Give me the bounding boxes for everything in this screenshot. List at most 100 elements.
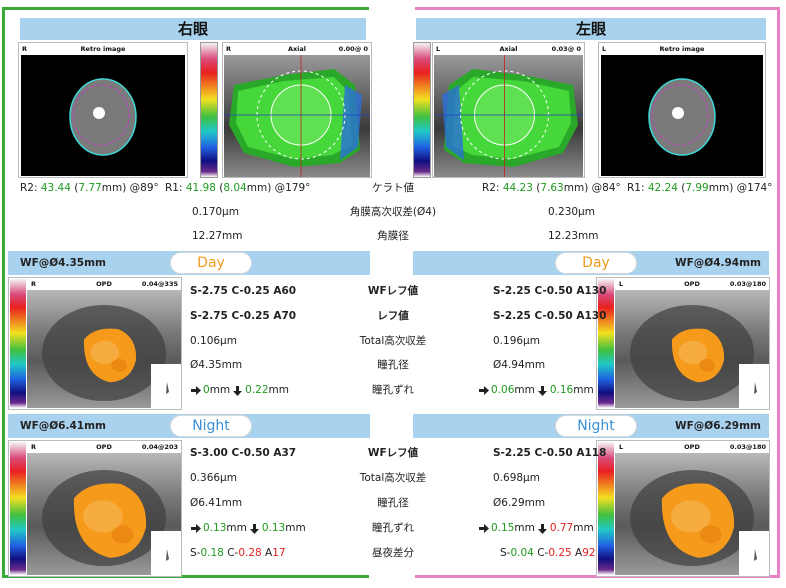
shape <box>537 523 547 534</box>
shape <box>442 85 464 160</box>
ref-label: レフ値 <box>377 310 409 322</box>
mode-badge: Night <box>170 415 252 437</box>
mode-badge: Night <box>555 415 637 437</box>
text-part: 7.63 <box>540 182 564 194</box>
left-eye-panel-edge <box>415 7 418 10</box>
corneal-diameter-label: 角膜径 <box>377 230 409 242</box>
text-part: 0.16 <box>549 384 574 396</box>
corneal-hoa: 0.170μm <box>192 206 239 218</box>
shape <box>537 385 547 396</box>
pupil-diameter-label: 瞳孔径 <box>377 497 409 509</box>
shape <box>754 382 757 394</box>
wf-ref: S-2.75 C-0.25 A60 <box>190 285 297 297</box>
keratometry-r2: R2: 43.44 (7.77mm) @89° <box>20 181 159 195</box>
total-hoa: 0.196μm <box>493 335 540 347</box>
axial-photo <box>224 55 370 177</box>
text-part: S- <box>500 547 511 559</box>
corneal-hoa-label: 角膜高次収差(Ø4) <box>349 206 437 218</box>
text-part: mm <box>226 522 247 534</box>
image-graphic <box>42 305 181 408</box>
opd-photo <box>27 453 181 575</box>
text-part: 0.28 <box>238 547 262 559</box>
opd-label: OPD <box>684 280 700 288</box>
pupil-shift: 0.13mm 0.13mm <box>188 521 306 535</box>
axial-side: L <box>436 45 441 53</box>
shape <box>699 525 722 544</box>
text-part: A <box>261 547 273 559</box>
text-part: 7.99 <box>685 182 709 194</box>
color-scale <box>413 42 431 178</box>
shape <box>93 107 105 119</box>
text-part: 43.44 <box>40 182 71 194</box>
left-eye-title: 左眼 <box>416 18 766 40</box>
right-eye-panel <box>2 7 369 578</box>
arrow-right-icon <box>479 523 489 533</box>
wf-ref: S-2.25 C-0.50 A130 <box>493 285 607 297</box>
text-part: mm) @89° <box>101 182 159 194</box>
ref: S-2.75 C-0.25 A70 <box>190 310 297 322</box>
shape <box>648 78 716 156</box>
shape <box>249 523 259 534</box>
total-hoa: 0.698μm <box>493 472 540 484</box>
shape <box>111 358 127 372</box>
ref: S-2.25 C-0.50 A130 <box>493 310 607 322</box>
text-part: 0.25 <box>548 547 572 559</box>
shape <box>739 364 769 408</box>
arrow-down-icon <box>249 523 259 534</box>
text-part: ( <box>532 182 541 194</box>
arrow-down-icon <box>537 523 547 534</box>
text-part: mm <box>573 384 594 396</box>
pupil-shift-label: 瞳孔ずれ <box>372 522 414 534</box>
shape <box>191 523 201 533</box>
shape <box>72 84 130 146</box>
text-part: 17 <box>272 547 286 559</box>
pupil-diameter: Ø6.41mm <box>190 497 243 509</box>
text-part: 0.77 <box>549 522 574 534</box>
opd-photo <box>615 453 769 575</box>
text-part: mm <box>268 384 290 396</box>
section-bar: WF@Ø6.41mm Night <box>8 414 370 438</box>
text-part: R2: <box>482 182 503 194</box>
wf-diameter: WF@Ø4.35mm <box>20 257 106 269</box>
shape <box>224 55 370 177</box>
opd-label: OPD <box>96 280 112 288</box>
text-part: 0.06 <box>491 384 515 396</box>
mode-badge: Day <box>555 252 637 274</box>
keratometry-label: ケラト値 <box>372 182 414 194</box>
wf-ref: S-2.25 C-0.50 A118 <box>493 447 607 459</box>
right-eye-title: 右眼 <box>20 18 366 40</box>
opd-photo <box>615 290 769 408</box>
shape <box>434 55 583 177</box>
opd-map: R OPD 0.04@335 <box>8 277 182 410</box>
text-part: mm) @179° <box>246 182 311 194</box>
shape <box>651 84 709 146</box>
text-part: 42.24 <box>647 182 678 194</box>
shape <box>83 500 123 533</box>
shape <box>754 549 757 561</box>
retro-side: R <box>22 45 28 53</box>
wf-ref: S-3.00 C-0.50 A37 <box>190 447 297 459</box>
corneal-hoa: 0.230μm <box>548 206 595 218</box>
text-part: mm <box>514 522 535 534</box>
opd-side: R <box>31 443 37 451</box>
pupil-shift-label: 瞳孔ずれ <box>372 384 414 396</box>
text-part: A <box>571 547 583 559</box>
wf-ref-label: WFレフ値 <box>367 285 419 297</box>
text-part: mm) @174° <box>708 182 773 194</box>
retro-image: R Retro image <box>18 42 188 178</box>
pupil-diameter: Ø6.29mm <box>493 497 546 509</box>
shape <box>111 525 134 544</box>
text-part: C- <box>533 547 549 559</box>
shape <box>69 78 137 156</box>
axial-map: L Axial 0.03@ 0 <box>432 42 585 178</box>
total-hoa-label: Total高次収差 <box>359 335 427 347</box>
axial-label: Axial <box>499 45 518 53</box>
axial-value: 0.00@ 0 <box>338 45 368 53</box>
shape <box>166 382 169 394</box>
text-part: S- <box>190 547 201 559</box>
color-scale <box>10 442 26 575</box>
day-night-diff-label: 昼夜差分 <box>372 547 414 559</box>
text-part: 0.13 <box>261 522 286 534</box>
wf-diameter: WF@Ø6.41mm <box>20 420 106 432</box>
opd-value: 0.03@180 <box>729 443 766 451</box>
